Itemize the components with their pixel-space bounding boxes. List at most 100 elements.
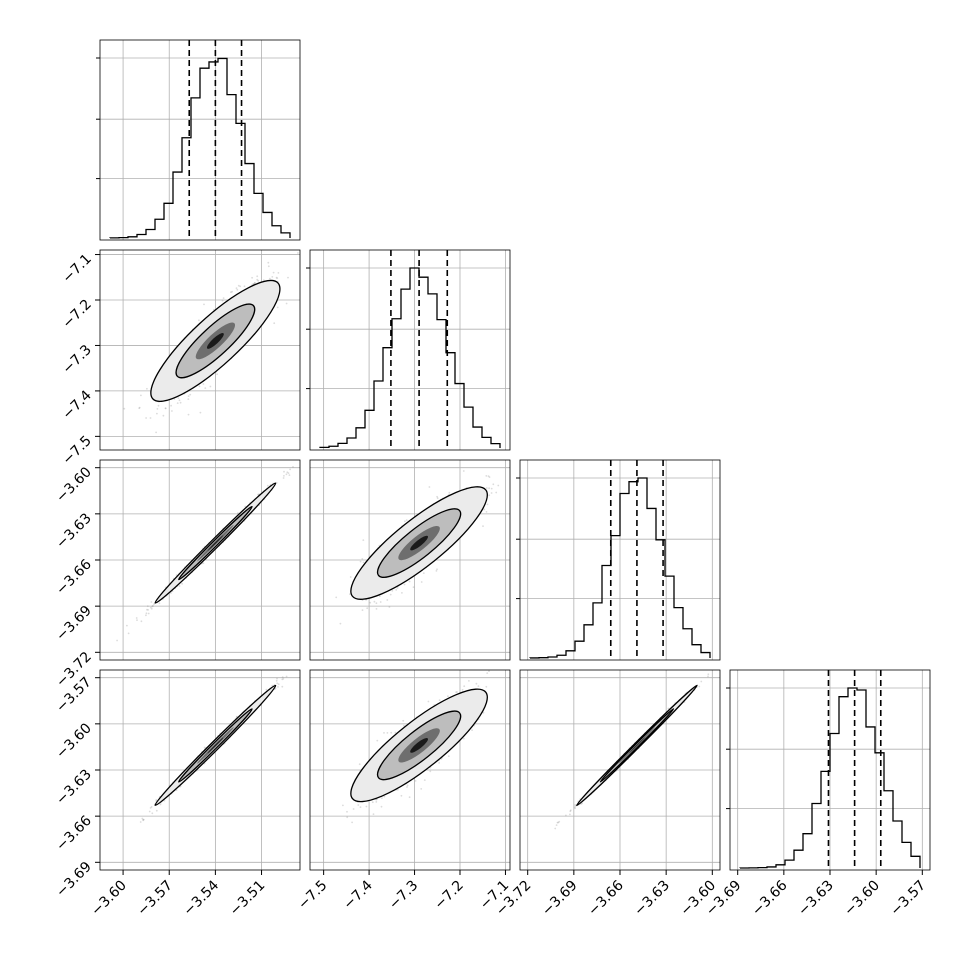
scatter-2-1-point: [490, 492, 493, 494]
hist-1-frame: [309, 249, 511, 451]
scatter-1-0-point: [221, 299, 224, 302]
scatter-2-0-point: [151, 605, 154, 608]
scatter-3-0-point: [142, 818, 145, 821]
scatter-2-1-point: [391, 589, 394, 592]
scatter-2-0-point: [170, 592, 172, 594]
scatter-3-1-point: [475, 682, 478, 685]
scatter-2-1-point: [488, 487, 490, 490]
scatter-3-1-point: [381, 797, 383, 800]
scatter-3-1-point: [482, 711, 485, 714]
scatter-2-1-point: [361, 558, 364, 560]
scatter-3-1-point: [414, 780, 417, 782]
scatter-3-0-point: [151, 812, 154, 815]
scatter-1-0-point: [179, 401, 182, 404]
scatter-2-0-point: [158, 602, 161, 605]
scatter-3-0-point: [155, 799, 158, 801]
scatter-3-1-point: [461, 688, 464, 691]
scatter-2-1-point: [485, 487, 488, 489]
scatter-1-0-point: [187, 398, 190, 400]
scatter-2-1-point: [436, 497, 439, 500]
scatter-2-1-point: [428, 486, 431, 488]
scatter-2-1-point: [403, 583, 406, 586]
scatter-3-0-point: [285, 675, 288, 678]
scatter-1-0-point: [177, 397, 180, 399]
scatter-3-1-point: [342, 804, 344, 807]
scatter-panel-3-0: [99, 665, 301, 871]
scatter-3-1-point: [462, 737, 465, 740]
scatter-3-0-point: [292, 665, 294, 667]
scatter-3-1-point: [406, 786, 408, 788]
hist-panel-0: [96, 39, 301, 241]
scatter-2-1-point: [487, 475, 490, 477]
scatter-3-0-point: [282, 678, 285, 680]
scatter-1-0-point: [236, 288, 239, 291]
scatter-panel-2-0: [99, 459, 301, 661]
scatter-1-0-point: [235, 287, 238, 289]
scatter-2-0-point: [266, 484, 269, 487]
scatter-3-1-point: [403, 724, 405, 727]
scatter-1-0-point: [155, 431, 158, 434]
scatter-3-0-point: [277, 686, 279, 688]
scatter-1-0-point: [140, 394, 142, 397]
scatter-2-1-point: [462, 470, 465, 472]
scatter-3-1-point: [486, 672, 489, 674]
scatter-3-1-point: [447, 695, 449, 698]
scatter-3-1-frame: [309, 669, 511, 871]
scatter-2-1-point: [386, 599, 389, 601]
scatter-3-1-point: [438, 699, 441, 702]
scatter-1-0-point: [198, 319, 200, 322]
scatter-3-1-point: [357, 804, 360, 806]
scatter-3-0-point: [281, 685, 284, 688]
scatter-1-0-point: [273, 322, 276, 325]
scatter-3-2-point: [667, 707, 670, 710]
scatter-3-0-point: [275, 679, 278, 682]
scatter-2-0-point: [140, 620, 143, 623]
scatter-3-0-point: [203, 746, 206, 749]
scatter-2-0-point: [135, 617, 138, 619]
scatter-3-1-point: [359, 806, 362, 808]
scatter-3-0-point: [141, 817, 144, 820]
scatter-3-2-point: [569, 810, 572, 813]
scatter-1-0-point: [176, 402, 179, 404]
scatter-2-0-point: [149, 606, 152, 609]
scatter-1-0-point: [187, 413, 190, 416]
scatter-1-0-point: [253, 282, 256, 284]
scatter-1-0-point: [187, 395, 190, 397]
scatter-3-1-point: [471, 729, 473, 731]
scatter-1-0-point: [256, 275, 259, 278]
hist-panel-1: [306, 249, 511, 451]
scatter-2-0-point: [152, 605, 154, 607]
scatter-3-0-point: [159, 803, 162, 806]
scatter-3-1-point: [365, 805, 368, 808]
scatter-2-0-point: [282, 477, 285, 479]
scatter-panel-3-2: [519, 651, 731, 871]
scatter-1-0-point: [277, 272, 280, 274]
scatter-1-0-frame: [99, 249, 301, 451]
scatter-1-0-point: [189, 393, 192, 396]
scatter-2-1-point: [388, 606, 391, 608]
scatter-3-0-point: [175, 789, 178, 792]
scatter-2-1-point: [373, 600, 376, 603]
hist-2-frame: [519, 459, 721, 661]
scatter-2-1-point: [482, 525, 484, 527]
scatter-1-0-point: [146, 387, 148, 390]
scatter-3-1-point: [372, 813, 375, 815]
scatter-1-0-point: [287, 276, 289, 279]
scatter-2-1-point: [436, 568, 438, 571]
scatter-1-0-point: [164, 407, 167, 410]
scatter-2-0-point: [127, 632, 130, 635]
hist-0-frame: [99, 39, 301, 241]
scatter-3-1-point: [406, 784, 409, 787]
scatter-2-1-point: [362, 539, 365, 541]
scatter-3-1-point: [420, 788, 423, 790]
scatter-3-0-point: [142, 819, 145, 822]
scatter-1-0-point: [272, 271, 275, 274]
scatter-3-1-point: [485, 685, 488, 688]
scatter-2-1-point: [485, 475, 488, 477]
scatter-1-0-point: [271, 276, 274, 278]
scatter-3-2-point: [729, 651, 731, 653]
scatter-2-0-point: [283, 470, 285, 473]
scatter-2-1-point: [448, 491, 451, 494]
scatter-2-1-point: [401, 592, 403, 594]
